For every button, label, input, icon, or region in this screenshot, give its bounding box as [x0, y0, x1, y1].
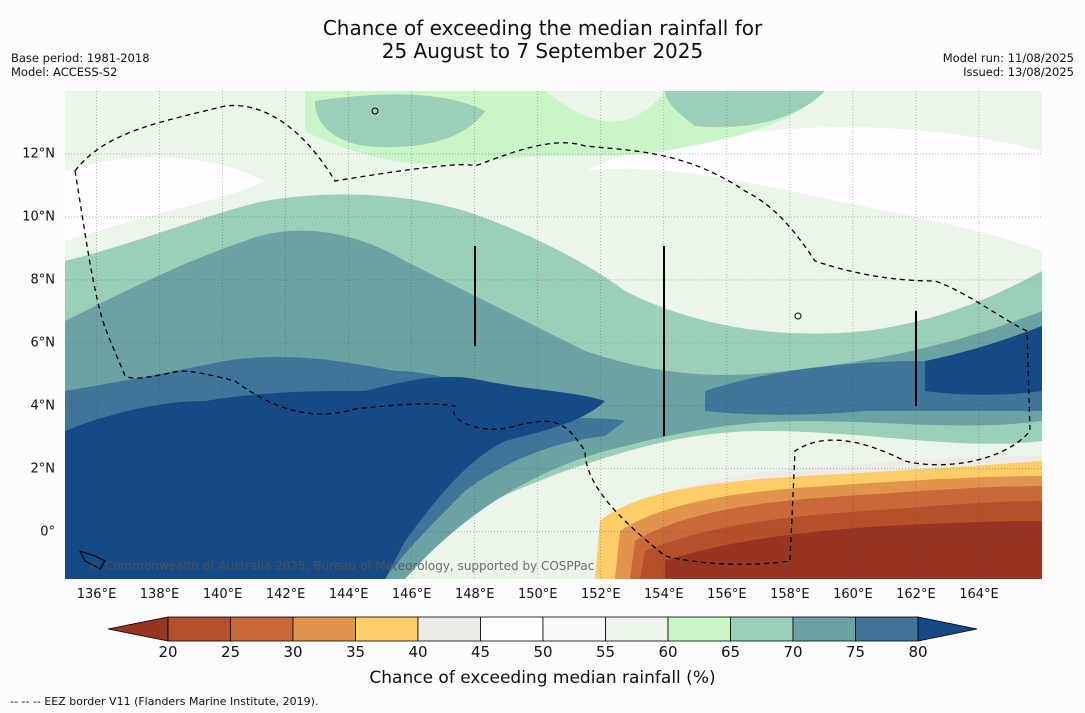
colorbar-title: Chance of exceeding median rainfall (%): [369, 668, 716, 688]
colorbar-segment: [355, 616, 419, 642]
colorbar-tick-label: 35: [345, 643, 366, 661]
x-tick-label: 162°E: [896, 587, 936, 602]
region-above-80: [925, 326, 1042, 395]
colorbar-tick-label: 80: [908, 643, 928, 661]
chart-title-line1: Chance of exceeding the median rainfall …: [322, 16, 763, 40]
x-tick-label: 140°E: [202, 587, 243, 602]
colorbar-tick-label: 20: [158, 643, 178, 661]
colorbar-segment: [542, 616, 606, 642]
colorbar-segment: [667, 616, 731, 642]
colorbar-tick-label: 75: [845, 643, 866, 661]
colorbar-tick-label: 25: [220, 643, 241, 661]
colorbar-segment: [792, 616, 856, 642]
colorbar-segment: [167, 616, 231, 642]
colorbar-segment: [230, 616, 294, 642]
graticule: [65, 91, 1042, 579]
colorbar-tick-label: 50: [533, 643, 553, 661]
x-tick-label: 142°E: [265, 587, 306, 602]
region-above-80: [65, 376, 605, 579]
x-tick-label: 152°E: [581, 587, 621, 602]
x-tick-label: 148°E: [454, 587, 495, 602]
y-tick-label: 6°N: [30, 335, 56, 351]
x-tick-label: 146°E: [391, 587, 432, 602]
y-tick-label: 10°N: [22, 209, 55, 225]
region-20: [665, 521, 1042, 579]
model-run: Model run: 11/08/2025: [942, 51, 1074, 65]
region-low-chance: [585, 127, 1042, 251]
y-tick-label: 4°N: [30, 398, 56, 414]
x-tick-label: 156°E: [707, 587, 747, 602]
colorbar-tick-label: 40: [408, 643, 428, 661]
colorbar: [107, 616, 978, 642]
copyright-text: © Commonwealth of Australia 2025, Bureau…: [89, 559, 595, 573]
colorbar-segment: [480, 616, 544, 642]
x-tick-label: 150°E: [517, 587, 558, 602]
colorbar-extend-high: [917, 616, 978, 642]
colorbar-tick-label: 45: [470, 643, 491, 661]
x-tick-label: 138°E: [139, 587, 180, 602]
x-tick-label: 154°E: [644, 587, 684, 602]
y-tick-label: 12°N: [22, 146, 55, 162]
colorbar-segment: [855, 616, 919, 642]
y-tick-label: 8°N: [30, 272, 56, 288]
model-name: Model: ACCESS-S2: [11, 65, 118, 79]
colorbar-segment: [605, 616, 669, 642]
colorbar-tick-label: 55: [595, 643, 616, 661]
rainfall-map-svg: [65, 91, 1042, 579]
colorbar-segment: [730, 616, 794, 642]
x-tick-label: 164°E: [959, 587, 999, 602]
rainfall-map: [65, 91, 1042, 579]
y-tick-label: 2°N: [30, 461, 56, 477]
x-tick-label: 144°E: [328, 587, 369, 602]
colorbar-segment: [292, 616, 356, 642]
colorbar-extend-low: [107, 616, 169, 642]
colorbar-segment: [417, 616, 481, 642]
base-period: Base period: 1981-2018: [11, 51, 150, 65]
chart-title-line2: 25 August to 7 September 2025: [381, 39, 704, 63]
x-tick-label: 160°E: [833, 587, 873, 602]
meta-right: Model run: 11/08/2025 Issued: 13/08/2025: [943, 51, 1074, 79]
island-outline: [794, 312, 802, 320]
island-outline: [371, 107, 379, 115]
region-70: [665, 91, 825, 128]
meta-left: Base period: 1981-2018 Model: ACCESS-S2: [11, 51, 150, 79]
footnote: -- -- -- EEZ border V11 (Flanders Marine…: [10, 695, 319, 708]
y-tick-label: 0°: [40, 524, 55, 540]
region-70: [315, 94, 485, 148]
colorbar-tick-label: 70: [783, 643, 803, 661]
region-low-chance: [65, 157, 265, 241]
x-tick-label: 158°E: [770, 587, 810, 602]
colorbar-tick-label: 60: [658, 643, 678, 661]
x-tick-label: 136°E: [76, 587, 117, 602]
island-outline: [79, 550, 106, 570]
eez-border: [74, 104, 1031, 565]
colorbar-tick-label: 30: [283, 643, 303, 661]
colorbar-tick-label: 65: [720, 643, 741, 661]
issued-date: Issued: 13/08/2025: [963, 65, 1074, 79]
